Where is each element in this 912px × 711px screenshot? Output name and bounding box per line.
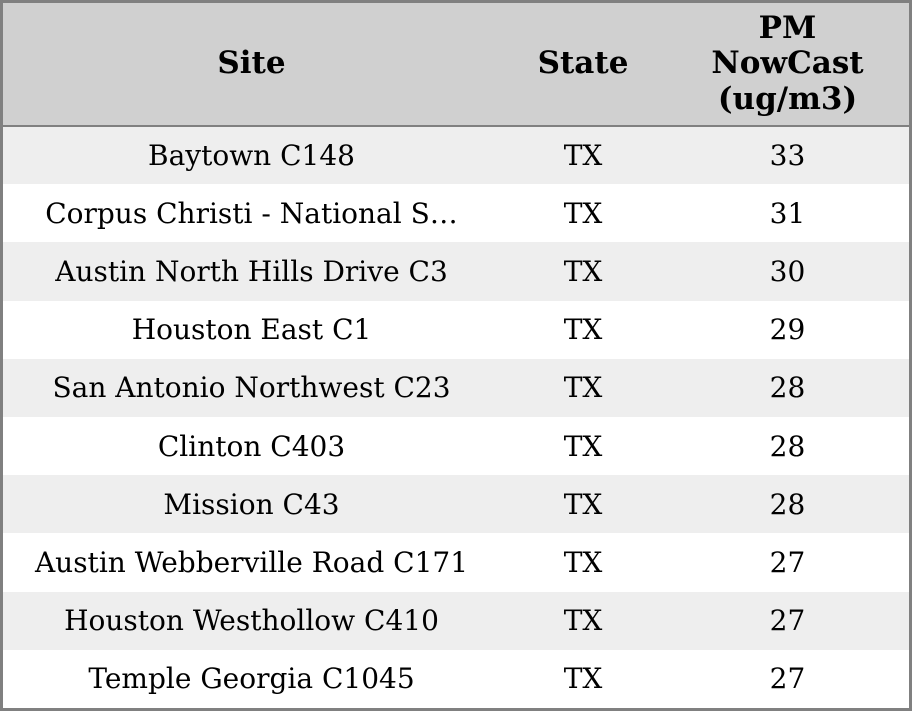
cell-site: San Antonio Northwest C23 (52, 371, 451, 405)
column-header-pm-nowcast-label: PM NowCast (ug/m3) (711, 9, 864, 117)
table-row[interactable]: Baytown C148 TX 33 (3, 126, 909, 185)
cell-state: TX (563, 371, 603, 405)
cell-site: Clinton C403 (157, 429, 346, 463)
table-row[interactable]: Austin Webberville Road C171 TX 27 (3, 533, 909, 592)
table-row[interactable]: Corpus Christi - National S… TX 31 (3, 184, 909, 243)
cell-site: Houston Westhollow C410 (64, 604, 439, 638)
cell-pm-nowcast: 29 (769, 313, 806, 347)
cell-site: Corpus Christi - National S… (45, 196, 458, 230)
cell-state: TX (563, 604, 603, 638)
cell-pm-nowcast: 28 (769, 429, 806, 463)
cell-pm-nowcast: 27 (769, 662, 806, 696)
pm-nowcast-table: Site State PM NowCast (ug/m3) Baytown C1… (3, 3, 909, 708)
cell-site: Austin Webberville Road C171 (34, 545, 469, 579)
table-row[interactable]: Austin North Hills Drive C3 TX 30 (3, 242, 909, 301)
cell-state: TX (563, 429, 603, 463)
column-header-site[interactable]: Site (3, 3, 500, 127)
cell-site: Temple Georgia C1045 (88, 662, 415, 696)
cell-state: TX (563, 487, 603, 521)
table-row[interactable]: Houston East C1 TX 29 (3, 300, 909, 359)
table-row[interactable]: Temple Georgia C1045 TX 27 (3, 649, 909, 708)
cell-site: Baytown C148 (148, 139, 355, 173)
table-row[interactable]: Houston Westhollow C410 TX 27 (3, 591, 909, 650)
cell-site: Mission C43 (163, 487, 340, 521)
table-body: Baytown C148 TX 33 Corpus Christi - Nationa… (3, 126, 909, 708)
cell-site: Austin North Hills Drive C3 (55, 254, 448, 288)
cell-site: Houston East C1 (131, 313, 372, 347)
cell-state: TX (563, 545, 603, 579)
cell-pm-nowcast: 31 (769, 196, 806, 230)
header-row: Site State PM NowCast (ug/m3) (3, 3, 909, 127)
cell-pm-nowcast: 33 (769, 139, 806, 173)
column-header-state[interactable]: State (500, 3, 666, 127)
cell-state: TX (563, 196, 603, 230)
cell-state: TX (563, 254, 603, 288)
cell-pm-nowcast: 28 (769, 487, 806, 521)
cell-state: TX (563, 662, 603, 696)
cell-state: TX (563, 139, 603, 173)
cell-pm-nowcast: 27 (769, 545, 806, 579)
table-row[interactable]: San Antonio Northwest C23 TX 28 (3, 358, 909, 417)
cell-state: TX (563, 313, 603, 347)
table-row[interactable]: Clinton C403 TX 28 (3, 416, 909, 476)
column-header-pm-nowcast[interactable]: PM NowCast (ug/m3) (666, 3, 909, 127)
cell-pm-nowcast: 28 (769, 371, 806, 405)
cell-pm-nowcast: 30 (769, 254, 806, 288)
cell-pm-nowcast: 27 (769, 604, 806, 638)
table-header: Site State PM NowCast (ug/m3) (3, 3, 909, 127)
table-row[interactable]: Mission C43 TX 28 (3, 475, 909, 534)
